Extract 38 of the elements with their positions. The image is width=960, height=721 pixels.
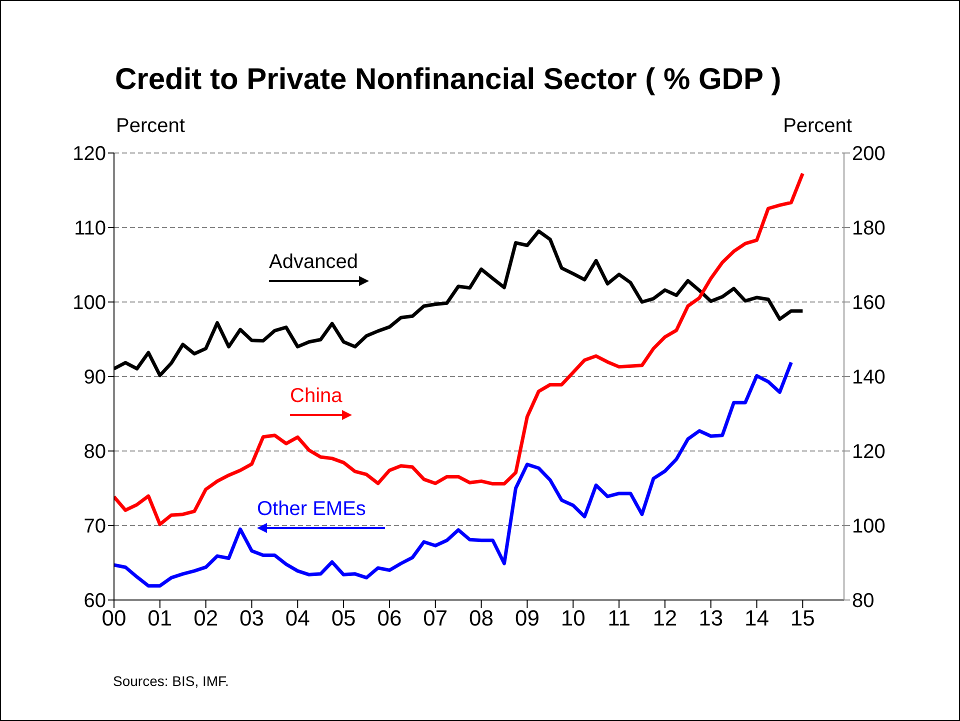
x-tick-label: 04 [285, 606, 310, 631]
x-tick-label: 09 [514, 606, 540, 631]
x-tick-label: 15 [790, 606, 815, 631]
y2-tick-label: 120 [852, 441, 886, 464]
x-tick-label: 08 [469, 606, 494, 631]
series-label: China [290, 385, 344, 408]
x-tick-label: 11 [608, 606, 630, 631]
x-tick-label: 07 [423, 606, 448, 631]
y2-tick-label: 80 [852, 590, 874, 612]
x-tick-label: 10 [560, 606, 586, 631]
series-label: Other EMEs [257, 498, 367, 521]
x-tick-label: 06 [377, 606, 402, 631]
x-tick-label: 00 [102, 606, 126, 631]
y2-axis-title: Percent [783, 115, 852, 138]
y-tick-label: 90 [84, 366, 106, 389]
y2-tick-label: 140 [852, 366, 886, 389]
x-tick-label: 01 [148, 606, 172, 631]
y-tick-label: 70 [84, 516, 106, 538]
line-series [114, 360, 793, 588]
y-tick-label: 120 [72, 143, 106, 166]
y2-tick-label: 100 [852, 516, 886, 538]
x-tick-label: 13 [698, 606, 724, 631]
y2-tick-label: 160 [852, 292, 886, 314]
x-tick-label: 02 [194, 606, 218, 631]
y-axis-title: Percent [116, 115, 185, 138]
source-note: Sources: BIS, IMF. [113, 673, 229, 689]
y-tick-label: 80 [84, 441, 106, 464]
line-series [114, 172, 804, 526]
y2-tick-label: 200 [852, 143, 886, 166]
x-tick-label: 12 [652, 606, 678, 631]
y-tick-label: 110 [74, 218, 106, 240]
y2-tick-label: 180 [852, 218, 886, 240]
text: Advanced [269, 251, 359, 274]
chart-title: Credit to Private Nonfinancial Sector ( % GDP ) [115, 63, 782, 97]
y-tick-label: 100 [72, 292, 106, 314]
x-tick-label: 14 [744, 606, 770, 631]
x-tick-label: 03 [239, 606, 264, 631]
x-tick-label: 05 [331, 606, 356, 631]
